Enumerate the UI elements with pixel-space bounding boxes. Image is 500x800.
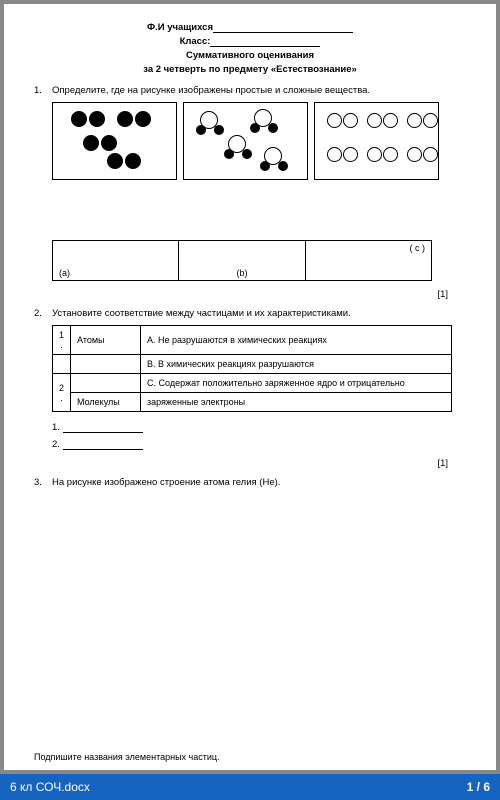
q2-text: Установите соответствие между частицами …: [52, 308, 466, 319]
table-row: 1 . Атомы A. Не разрушаются в химических…: [53, 326, 452, 355]
row-desc: C. Содержат положительно заряженное ядро…: [141, 374, 452, 393]
class-label: Класс:: [180, 36, 211, 47]
molecule-box-b: [183, 102, 308, 180]
page-indicator[interactable]: 1 / 6: [467, 780, 490, 794]
ans1-blank: [63, 423, 143, 433]
table-row: (a) (b) ( c ): [53, 241, 432, 281]
table-row: Молекулы заряженные электроны: [53, 393, 452, 412]
question-1: 1. Определите, где на рисунке изображены…: [34, 85, 466, 96]
row-name: [71, 355, 141, 374]
class-line: Класс:: [34, 36, 466, 47]
row-desc: B. В химических реакциях разрушаются: [141, 355, 452, 374]
row-name: Атомы: [71, 326, 141, 355]
answer-cell-a: (a): [53, 241, 179, 281]
q2-answer-lines: 1. 2.: [52, 422, 466, 450]
document-page: Ф.И учащихся Класс: Суммативного оценива…: [4, 4, 496, 770]
row-name: [71, 374, 141, 393]
row-num: 1 .: [53, 326, 71, 355]
filename-label: 6 кл СОЧ.docx: [10, 780, 90, 794]
row-desc: A. Не разрушаются в химических реакциях: [141, 326, 452, 355]
q1-number: 1.: [34, 85, 52, 96]
molecule-box-a: [52, 102, 177, 180]
answer-cell-c: ( c ): [305, 241, 431, 281]
q3-number: 3.: [34, 477, 52, 488]
q1-answer-table: (a) (b) ( c ): [52, 240, 432, 281]
q2-match-table: 1 . Атомы A. Не разрушаются в химических…: [52, 325, 452, 412]
q1-text: Определите, где на рисунке изображены пр…: [52, 85, 466, 96]
molecule-row: [52, 102, 466, 180]
answer-line-1: 1.: [52, 422, 466, 433]
table-row: 2 . C. Содержат положительно заряженное …: [53, 374, 452, 393]
title-2: за 2 четверть по предмету «Естествознани…: [34, 64, 466, 75]
ans1-label: 1.: [52, 422, 60, 433]
ans2-blank: [63, 440, 143, 450]
class-blank: [210, 37, 320, 47]
answer-line-2: 2.: [52, 439, 466, 450]
q2-number: 2.: [34, 308, 52, 319]
title-1: Суммативного оценивания: [34, 50, 466, 61]
name-label: Ф.И учащихся: [147, 22, 213, 33]
q3-text: На рисунке изображено строение атома гел…: [52, 477, 466, 488]
name-blank: [213, 23, 353, 33]
row-num: 2 .: [53, 374, 71, 412]
answer-cell-b: (b): [179, 241, 305, 281]
question-3: 3. На рисунке изображено строение атома …: [34, 477, 466, 488]
viewer-bottom-bar: 6 кл СОЧ.docx 1 / 6: [0, 774, 500, 800]
row-name: Молекулы: [71, 393, 141, 412]
header-block: Ф.И учащихся Класс: Суммативного оценива…: [34, 22, 466, 75]
page-viewport: Ф.И учащихся Класс: Суммативного оценива…: [0, 0, 500, 774]
row-num: [53, 355, 71, 374]
table-row: B. В химических реакциях разрушаются: [53, 355, 452, 374]
molecule-box-c: [314, 102, 439, 180]
q1-score: [1]: [34, 289, 448, 300]
row-desc: заряженные электроны: [141, 393, 452, 412]
page-footer-text: Подпишите названия элементарных частиц.: [34, 752, 220, 762]
question-2: 2. Установите соответствие между частица…: [34, 308, 466, 319]
student-name-line: Ф.И учащихся: [34, 22, 466, 33]
ans2-label: 2.: [52, 439, 60, 450]
q2-score: [1]: [34, 458, 448, 469]
